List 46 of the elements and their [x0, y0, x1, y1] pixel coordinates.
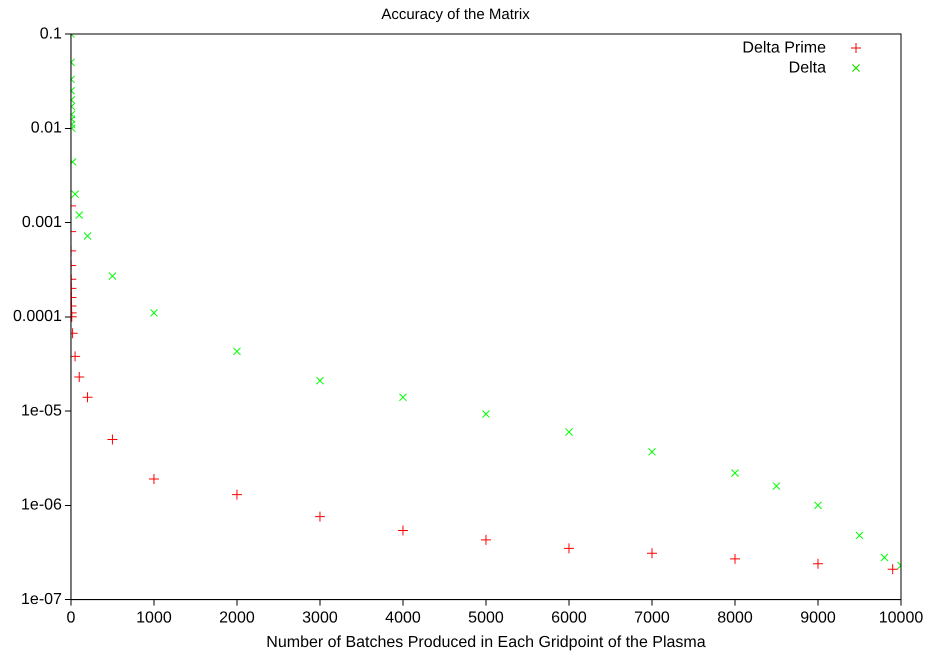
point: [84, 232, 92, 240]
point: [812, 558, 824, 570]
point: [730, 469, 740, 478]
point: [480, 534, 492, 546]
point: [729, 553, 740, 564]
chart-title: Accuracy of the Matrix: [381, 6, 530, 24]
y-tick-label: 0.1: [40, 25, 62, 42]
point: [397, 525, 408, 536]
point: [880, 553, 888, 562]
point: [70, 350, 81, 362]
point: [646, 548, 658, 559]
y-tick-label: 0.001: [22, 214, 62, 231]
x-tick-label: 6000: [551, 610, 587, 627]
x-axis-title: Number of Batches Produced in Each Gridpoint of the Plasma: [266, 634, 706, 651]
point: [648, 448, 656, 456]
point: [232, 347, 241, 356]
y-tick-label: 1e-05: [21, 402, 62, 420]
point: [814, 501, 822, 510]
point: [564, 428, 574, 436]
point: [71, 190, 80, 198]
point: [482, 410, 490, 418]
legend-label: Delta: [788, 59, 826, 76]
point: [855, 531, 864, 540]
x-tick-label: 5000: [468, 610, 504, 627]
x-tick-label: 8000: [717, 610, 753, 627]
point: [316, 376, 324, 385]
point: [563, 542, 574, 554]
x-tick-label: 3000: [302, 610, 338, 627]
x-tick-label: 4000: [385, 610, 421, 627]
point: [314, 511, 326, 522]
y-tick-label: 1e-07: [21, 591, 62, 608]
point: [82, 392, 94, 403]
point: [398, 393, 407, 402]
x-tick-label: 0: [66, 610, 76, 627]
y-tick-label: 0.0001: [13, 308, 62, 326]
legend-label: Delta Prime: [742, 39, 826, 56]
x-tick-label: 10000: [878, 610, 924, 627]
y-tick-label: 0.01: [30, 120, 62, 137]
x-tick-label: 2000: [219, 610, 255, 627]
x-tick-label: 7000: [634, 610, 670, 627]
x-tick-label: 1000: [136, 610, 172, 627]
y-tick-label: 1e-06: [21, 496, 62, 514]
point: [887, 564, 898, 575]
x-tick-label: 9000: [800, 610, 836, 627]
point: [231, 489, 242, 500]
point: [772, 482, 781, 490]
